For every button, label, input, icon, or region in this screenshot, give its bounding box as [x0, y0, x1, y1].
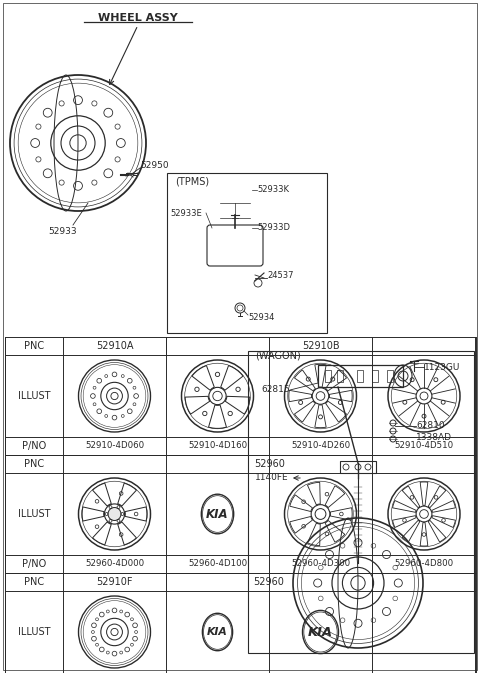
Text: 62810: 62810 [416, 421, 444, 431]
Text: 52933E: 52933E [170, 209, 202, 217]
Text: 52910-4D260: 52910-4D260 [291, 441, 350, 450]
Text: ILLUST: ILLUST [18, 627, 50, 637]
Text: WHEEL ASSY: WHEEL ASSY [98, 13, 178, 23]
Text: 52910F: 52910F [96, 577, 133, 587]
Bar [318, 365, 403, 387]
Bar [248, 351, 474, 653]
Text: 52910-4D060: 52910-4D060 [85, 441, 144, 450]
Text: 52960-4D800: 52960-4D800 [395, 559, 454, 569]
Text: ILLUST: ILLUST [18, 391, 50, 401]
Text: P/NO: P/NO [22, 441, 46, 451]
Bar [340, 461, 376, 473]
Text: PNC: PNC [24, 459, 44, 469]
Text: 1338AD: 1338AD [416, 433, 452, 441]
Text: ILLUST: ILLUST [18, 509, 50, 519]
Circle shape [108, 507, 121, 520]
Bar [387, 370, 393, 382]
Text: 52934: 52934 [248, 312, 275, 322]
Text: 24537: 24537 [267, 271, 293, 281]
Text: 1123GU: 1123GU [424, 363, 460, 371]
Bar [337, 370, 343, 382]
Text: (TPMS): (TPMS) [175, 176, 209, 186]
Text: 52960: 52960 [253, 577, 285, 587]
Text: 52933: 52933 [48, 227, 77, 236]
Text: (WAGON): (WAGON) [255, 351, 301, 361]
Bar [372, 370, 378, 382]
Text: 52960-4D300: 52960-4D300 [291, 559, 350, 569]
Text: 52910B: 52910B [302, 341, 340, 351]
Text: 1140FE: 1140FE [255, 474, 288, 483]
Text: 52910A: 52910A [96, 341, 133, 351]
Text: 52910-4D160: 52910-4D160 [188, 441, 247, 450]
Text: 52933D: 52933D [257, 223, 290, 232]
Text: PNC: PNC [24, 577, 44, 587]
Text: 62815: 62815 [262, 386, 290, 394]
Text: 52960-4D000: 52960-4D000 [85, 559, 144, 569]
Text: KIA: KIA [308, 625, 333, 639]
Text: 52960-4D100: 52960-4D100 [188, 559, 247, 569]
Text: 52933K: 52933K [257, 186, 289, 194]
Text: 52950: 52950 [140, 160, 168, 170]
Bar [325, 370, 331, 382]
Bar [357, 370, 363, 382]
Text: PNC: PNC [24, 341, 44, 351]
Text: KIA: KIA [206, 507, 229, 520]
Text: KIA: KIA [207, 627, 228, 637]
Text: P/NO: P/NO [22, 559, 46, 569]
Text: 52910-4D510: 52910-4D510 [395, 441, 454, 450]
Text: 52960: 52960 [254, 459, 285, 469]
Bar [167, 173, 327, 333]
